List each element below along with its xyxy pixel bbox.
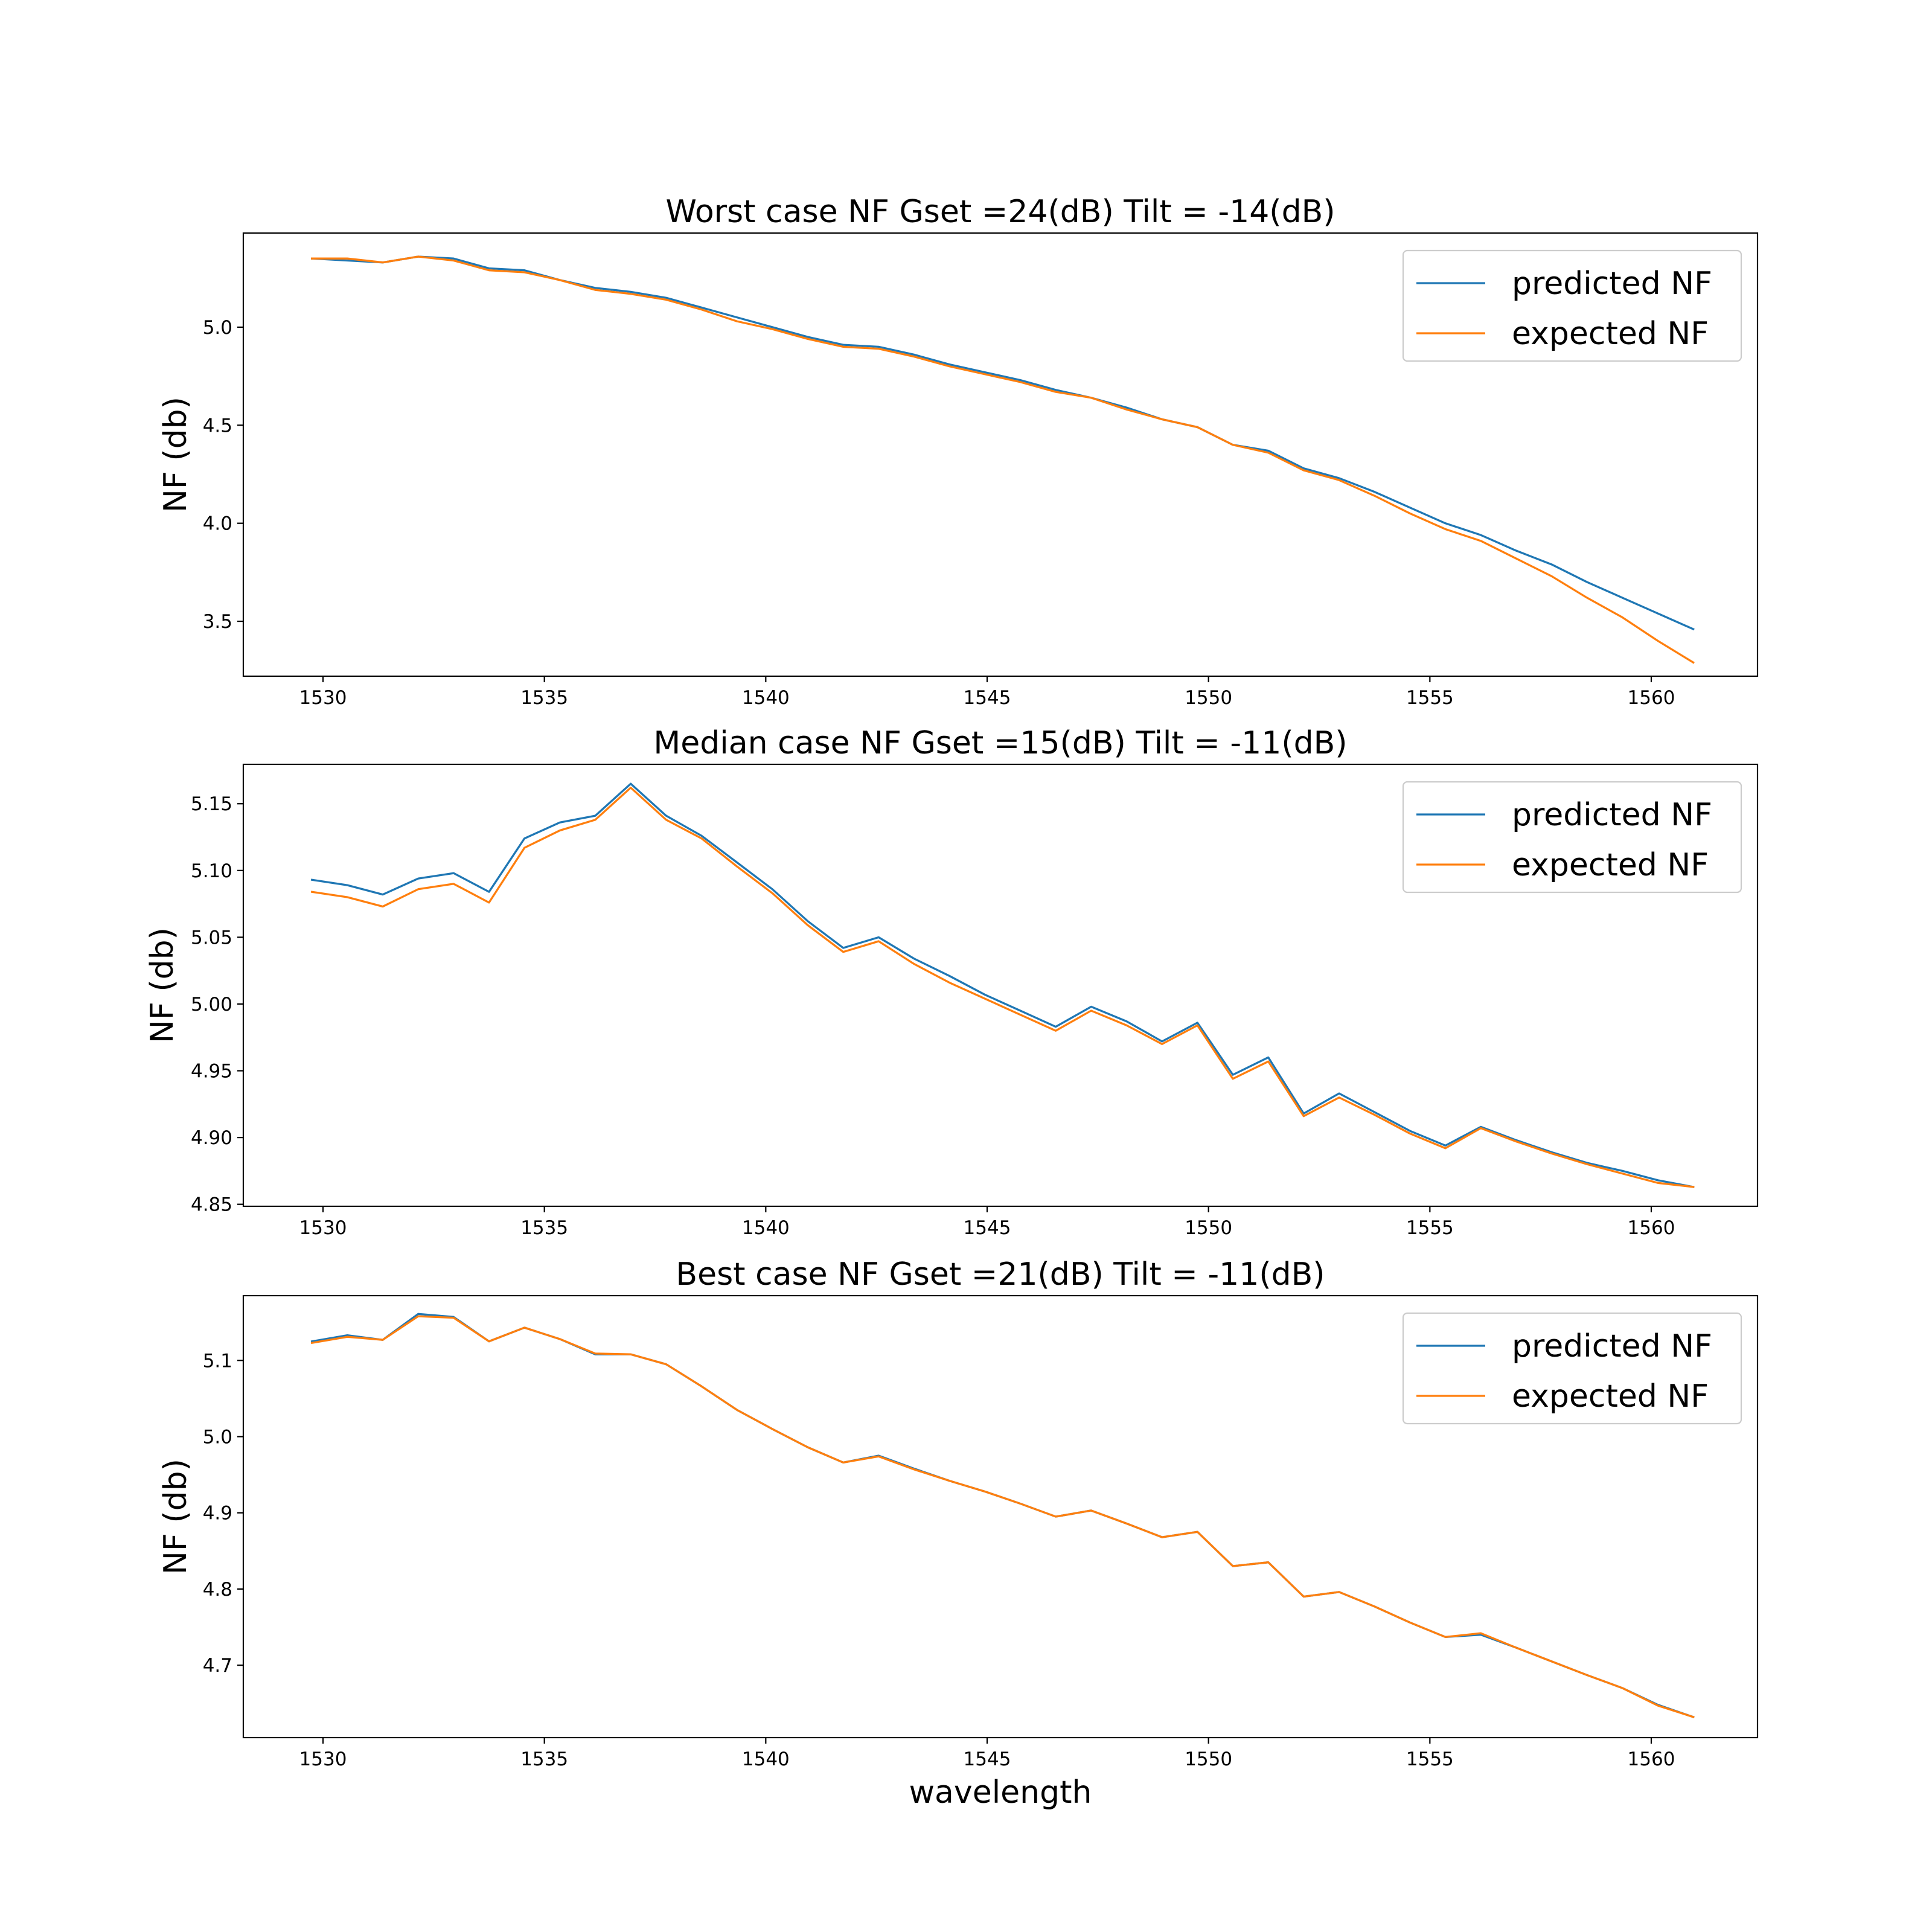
y-tick-label: 5.00 [191, 994, 232, 1016]
axes-frame [242, 1294, 1759, 1739]
x-tick-label: 1540 [742, 687, 790, 709]
x-axis: 1530 1535 1540 1545 1550 1555 1560 [299, 676, 1675, 709]
y-tick-label: 5.05 [191, 927, 232, 948]
x-tick-label: 1555 [1406, 1217, 1454, 1239]
subplot-2: 1530 1535 1540 1545 1550 1555 1560 4.85 4.90 4.95… [144, 725, 1759, 1239]
series-line-expected [310, 1315, 1695, 1718]
legend-frame [1402, 249, 1742, 362]
legend-label-expected: expected NF [1512, 316, 1709, 352]
y-tick-label: 5.10 [191, 860, 232, 882]
legend-label-predicted: predicted NF [1512, 797, 1712, 833]
y-tick-label: 4.5 [203, 415, 232, 437]
series-line-predicted [310, 782, 1695, 1188]
y-axis: 4.7 4.8 4.9 5.0 5.1 [203, 1350, 243, 1677]
subplot-title: Best case NF Gset =21(dB) Tilt = -11(dB) [676, 1256, 1325, 1293]
axes-frame [242, 763, 1759, 1208]
y-tick-label: 5.0 [203, 317, 232, 339]
y-tick-label: 3.5 [203, 611, 232, 633]
x-tick-label: 1555 [1406, 1748, 1454, 1770]
x-tick-label: 1540 [742, 1217, 790, 1239]
legend-label-predicted: predicted NF [1512, 266, 1712, 302]
legend-label-expected: expected NF [1512, 847, 1709, 883]
subplot-3: 1530 1535 1540 1545 1550 1555 1560 4.7 4.8 4.9 5.0… [158, 1256, 1759, 1811]
x-tick-label: 1535 [520, 687, 568, 709]
y-axis-label: NF (db) [144, 927, 181, 1043]
x-tick-label: 1550 [1185, 1748, 1232, 1770]
y-tick-label: 4.7 [203, 1655, 232, 1677]
legend-label-predicted: predicted NF [1512, 1328, 1712, 1364]
x-tick-label: 1550 [1185, 687, 1232, 709]
x-tick-label: 1560 [1628, 1748, 1675, 1770]
y-tick-label: 5.15 [191, 793, 232, 815]
series-line-expected [311, 255, 1695, 664]
legend-frame [1402, 781, 1742, 894]
x-tick-label: 1545 [964, 687, 1011, 709]
y-tick-label: 5.1 [203, 1350, 232, 1372]
y-axis-label: NF (db) [158, 397, 194, 513]
x-tick-label: 1530 [299, 687, 347, 709]
series-line-expected [310, 787, 1695, 1188]
axes-frame [242, 232, 1759, 677]
legend-frame [1402, 1312, 1742, 1425]
x-tick-label: 1540 [742, 1748, 790, 1770]
x-axis: 1530 1535 1540 1545 1550 1555 1560 [299, 1738, 1675, 1770]
x-tick-label: 1550 [1185, 1217, 1232, 1239]
x-tick-label: 1530 [299, 1217, 347, 1239]
legend-label-expected: expected NF [1512, 1378, 1709, 1415]
y-tick-label: 4.95 [191, 1061, 232, 1083]
y-axis-label: NF (db) [158, 1459, 194, 1575]
subplot-1: 1530 1535 1540 1545 1550 1555 1560 3.5 4.0 4.5 5.0… [158, 194, 1759, 709]
y-tick-label: 4.85 [191, 1194, 232, 1216]
subplot-title: Median case NF Gset =15(dB) Tilt = -11(d… [653, 725, 1347, 761]
x-tick-label: 1535 [520, 1748, 568, 1770]
x-tick-label: 1560 [1628, 687, 1675, 709]
x-tick-label: 1545 [964, 1217, 1011, 1239]
y-axis: 4.85 4.90 4.95 5.00 5.05 5.10 5.15 [191, 793, 243, 1216]
subplots: 1530 1535 1540 1545 1550 1555 1560 3.5 4.0 4.5 5.0… [144, 194, 1759, 1811]
y-tick-label: 4.90 [191, 1127, 232, 1149]
x-tick-label: 1555 [1406, 687, 1454, 709]
y-axis: 3.5 4.0 4.5 5.0 [203, 317, 243, 633]
legend: predicted NF expected NF [1402, 249, 1742, 362]
x-axis-label: wavelength [909, 1774, 1092, 1811]
y-tick-label: 4.0 [203, 513, 232, 535]
legend: predicted NF expected NF [1402, 1312, 1742, 1425]
x-tick-label: 1530 [299, 1748, 347, 1770]
legend: predicted NF expected NF [1402, 781, 1742, 894]
y-tick-label: 4.8 [203, 1579, 232, 1601]
x-tick-label: 1535 [520, 1217, 568, 1239]
y-tick-label: 5.0 [203, 1426, 232, 1448]
x-tick-label: 1560 [1628, 1217, 1675, 1239]
x-tick-label: 1545 [964, 1748, 1011, 1770]
y-tick-label: 4.9 [203, 1503, 232, 1524]
x-axis: 1530 1535 1540 1545 1550 1555 1560 [299, 1206, 1675, 1239]
subplot-title: Worst case NF Gset =24(dB) Tilt = -14(dB… [665, 194, 1335, 230]
